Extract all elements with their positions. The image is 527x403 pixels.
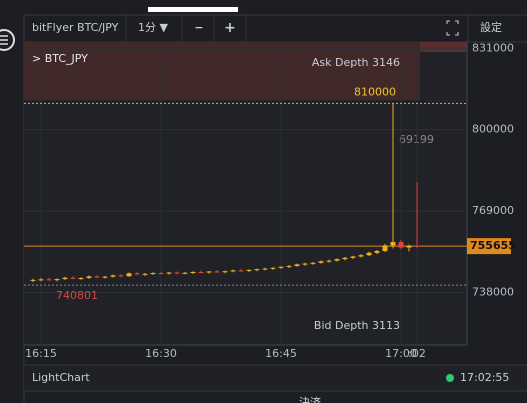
candle-body: [206, 271, 212, 273]
candle-body: [390, 242, 396, 246]
brand: LightChart: [32, 371, 90, 384]
footer-bar: [24, 365, 527, 391]
candle-body: [166, 272, 172, 274]
candle-body: [398, 242, 404, 248]
candle-body: [30, 279, 36, 281]
candle-body: [254, 269, 260, 271]
price-tag: [467, 238, 511, 255]
candle-body: [174, 272, 180, 274]
ask-depth-area: [24, 42, 420, 100]
candle-body: [358, 255, 364, 257]
pair-label: > BTC_JPY: [32, 52, 88, 65]
fullscreen-button[interactable]: [446, 20, 459, 36]
candle-body: [230, 270, 236, 272]
candle-body: [134, 273, 140, 275]
candle-body: [270, 267, 276, 269]
clock: 17:02:55: [460, 371, 509, 384]
candle-body: [46, 279, 52, 281]
zoom-out[interactable]: −: [194, 21, 203, 34]
x-tick-label: 17:00: [385, 347, 417, 360]
y-tick-label: 831000: [472, 41, 514, 54]
candle-body: [286, 265, 292, 267]
candle-body: [142, 273, 148, 275]
order-button[interactable]: 決済: [299, 395, 321, 403]
x-tick-label: :02: [408, 347, 426, 360]
zoom-in[interactable]: +: [224, 20, 236, 36]
candle-body: [94, 276, 100, 278]
candle-body: [118, 275, 124, 277]
settings-button[interactable]: 設定: [480, 20, 502, 34]
ask-depth-area: [420, 42, 467, 52]
menu-button[interactable]: [0, 29, 15, 51]
candle-body: [366, 252, 372, 256]
candle-body: [222, 271, 228, 273]
symbol[interactable]: bitFlyer BTC/JPY: [32, 21, 119, 34]
menu-icon: [0, 35, 8, 45]
candle-body: [102, 276, 108, 278]
candle-body: [70, 277, 76, 279]
candle-body: [310, 262, 316, 264]
candle-body: [342, 257, 348, 260]
candle-body: [350, 256, 356, 258]
candle-body: [246, 269, 252, 271]
candle-body: [302, 263, 308, 265]
candle-body: [414, 245, 420, 247]
candle-body: [86, 276, 92, 279]
candle-body: [198, 271, 204, 273]
candle-body: [126, 273, 132, 277]
candle-body: [278, 266, 284, 268]
candle-body: [318, 261, 324, 263]
price-line-label: 755655: [470, 239, 516, 252]
candle-body: [374, 250, 380, 253]
bid-depth-label: Bid Depth 3113: [314, 319, 400, 332]
candle-body: [62, 277, 68, 280]
tab-indicator: [148, 7, 238, 12]
candle-body: [214, 271, 220, 273]
x-tick-label: 16:15: [25, 347, 57, 360]
candle-body: [382, 245, 388, 251]
candle-body: [326, 260, 332, 262]
status-dot: [446, 374, 454, 382]
candle-body: [182, 272, 188, 274]
candle-body: [54, 279, 60, 281]
candle-body: [262, 268, 268, 270]
y-tick-label: 769000: [472, 204, 514, 217]
candle-body: [406, 245, 412, 248]
ask-depth-label: Ask Depth 3146: [312, 56, 400, 69]
interval-select[interactable]: 1分 ▼: [138, 21, 168, 34]
candle-body: [158, 273, 164, 275]
y-tick-label: 738000: [472, 285, 514, 298]
x-tick-label: 16:30: [145, 347, 177, 360]
candle-body: [38, 279, 44, 281]
candle-body: [238, 270, 244, 272]
candle-body: [110, 275, 116, 277]
candle-body: [190, 271, 196, 273]
price-line-label: 810000: [354, 85, 396, 98]
price-line-label: 740801: [56, 289, 98, 302]
x-tick-label: 16:45: [265, 347, 297, 360]
candle-body: [334, 259, 340, 261]
candle-body: [294, 264, 300, 266]
candle-body: [150, 273, 156, 275]
y-tick-label: 800000: [472, 123, 514, 136]
candle-body: [78, 278, 84, 280]
